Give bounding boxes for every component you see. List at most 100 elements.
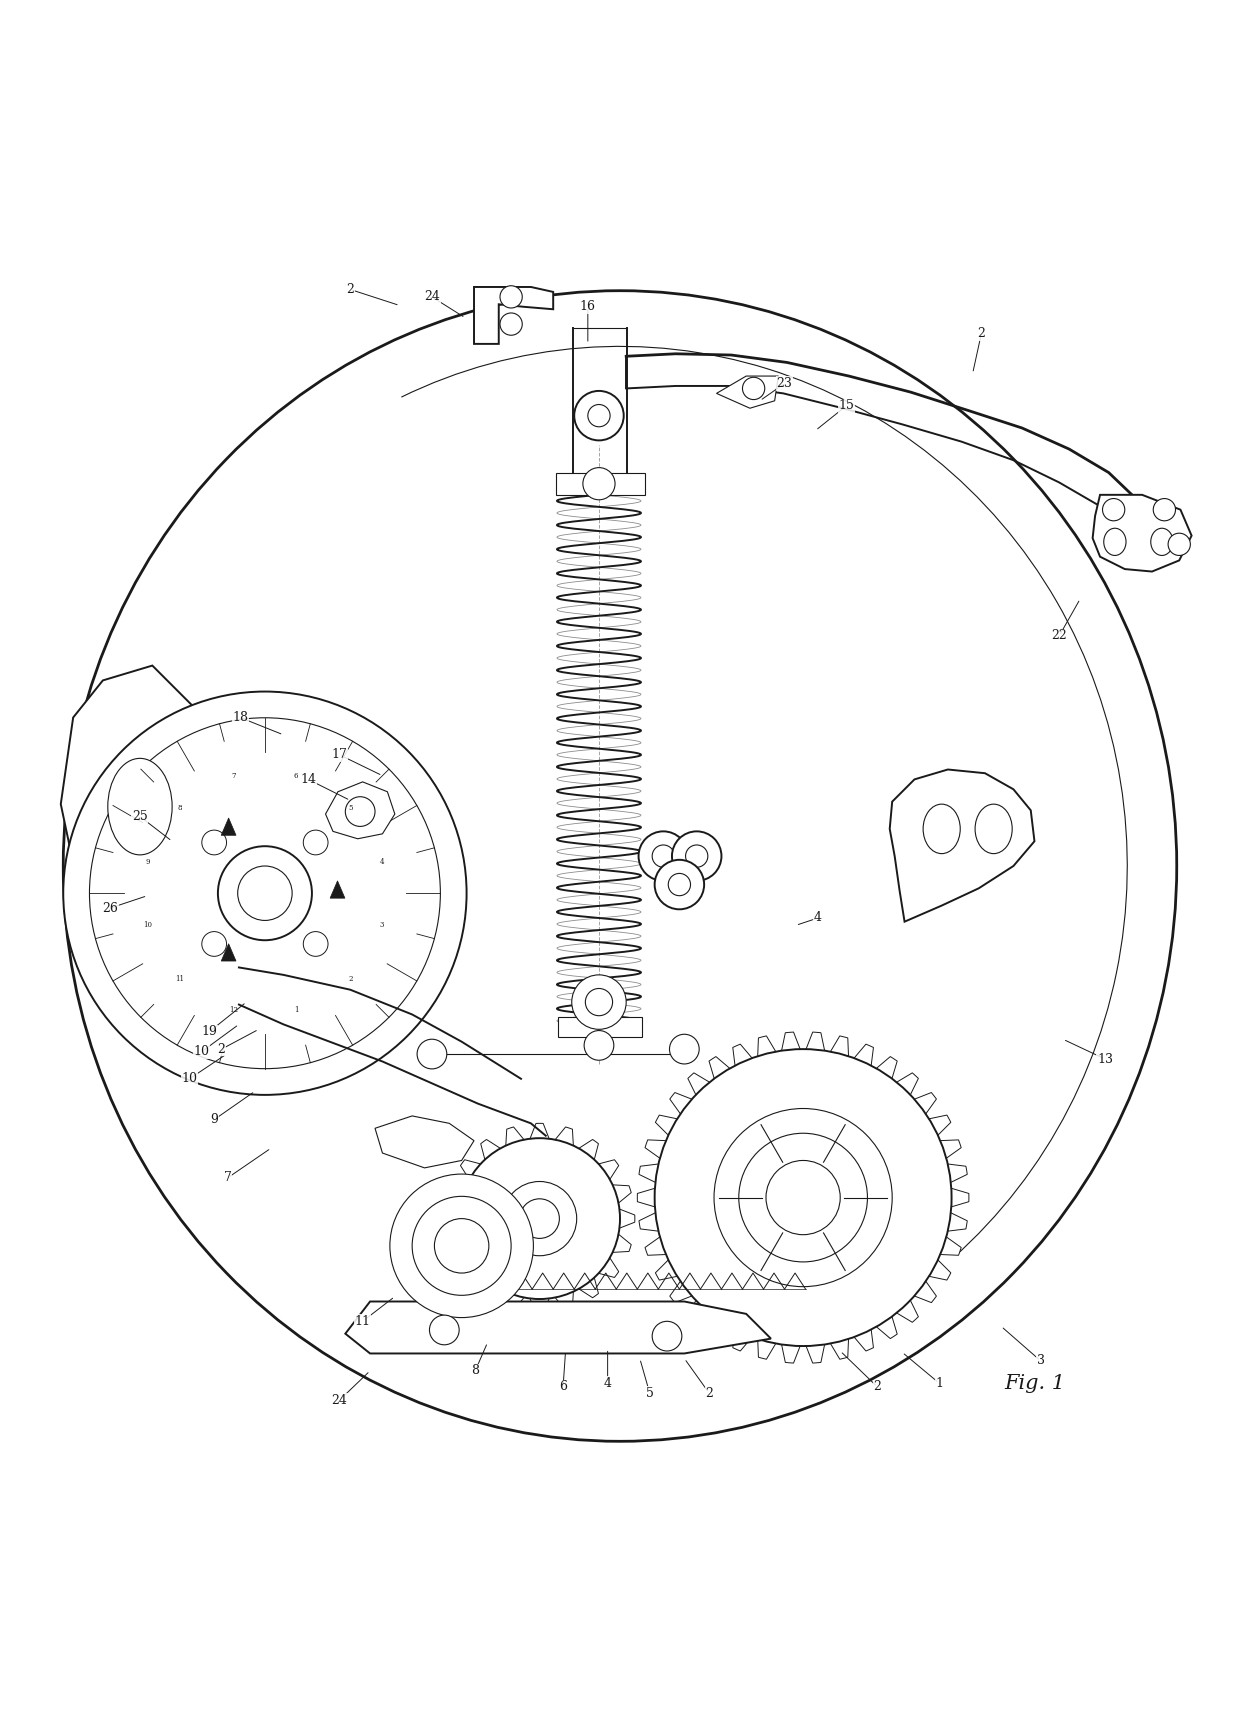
Text: 7: 7 bbox=[232, 772, 236, 781]
Circle shape bbox=[766, 1160, 841, 1235]
Circle shape bbox=[1102, 499, 1125, 521]
Circle shape bbox=[63, 691, 466, 1095]
Circle shape bbox=[655, 859, 704, 909]
Circle shape bbox=[588, 405, 610, 426]
Text: 2: 2 bbox=[706, 1387, 713, 1399]
Circle shape bbox=[672, 831, 722, 882]
Text: 12: 12 bbox=[229, 1006, 238, 1015]
Text: 11: 11 bbox=[355, 1315, 371, 1328]
Text: 24: 24 bbox=[331, 1394, 347, 1406]
Circle shape bbox=[389, 1174, 533, 1318]
Text: 10: 10 bbox=[181, 1072, 197, 1086]
Text: 2: 2 bbox=[346, 282, 355, 296]
Polygon shape bbox=[61, 665, 237, 992]
Polygon shape bbox=[558, 1017, 642, 1037]
Text: 4: 4 bbox=[813, 911, 822, 925]
Circle shape bbox=[714, 1108, 893, 1287]
Circle shape bbox=[739, 1133, 868, 1263]
Polygon shape bbox=[1092, 495, 1192, 572]
Text: 19: 19 bbox=[201, 1025, 217, 1037]
Ellipse shape bbox=[1151, 528, 1173, 556]
Text: 26: 26 bbox=[103, 902, 118, 914]
Text: 10: 10 bbox=[193, 1044, 210, 1058]
Polygon shape bbox=[330, 882, 345, 899]
Text: 18: 18 bbox=[232, 712, 248, 724]
Text: 4: 4 bbox=[604, 1377, 611, 1389]
Circle shape bbox=[202, 830, 227, 856]
Text: 14: 14 bbox=[300, 772, 316, 786]
Circle shape bbox=[668, 873, 691, 895]
Text: 17: 17 bbox=[331, 748, 347, 760]
Circle shape bbox=[89, 717, 440, 1069]
Polygon shape bbox=[326, 781, 394, 838]
Circle shape bbox=[652, 1322, 682, 1351]
Text: 1: 1 bbox=[935, 1377, 944, 1389]
Circle shape bbox=[1168, 533, 1190, 556]
Polygon shape bbox=[474, 288, 553, 345]
Text: 2: 2 bbox=[873, 1380, 882, 1393]
Circle shape bbox=[345, 797, 374, 826]
Circle shape bbox=[434, 1219, 489, 1273]
Text: 11: 11 bbox=[175, 975, 184, 982]
Polygon shape bbox=[345, 1301, 771, 1353]
Ellipse shape bbox=[1104, 528, 1126, 556]
Text: 9: 9 bbox=[146, 857, 150, 866]
Text: 23: 23 bbox=[776, 378, 792, 390]
Ellipse shape bbox=[975, 804, 1012, 854]
Circle shape bbox=[585, 989, 613, 1015]
Text: 3: 3 bbox=[379, 920, 384, 928]
Ellipse shape bbox=[63, 291, 1177, 1441]
Text: 10: 10 bbox=[144, 920, 153, 928]
Text: 4: 4 bbox=[379, 857, 384, 866]
Circle shape bbox=[429, 1315, 459, 1344]
Text: 8: 8 bbox=[471, 1365, 479, 1377]
Circle shape bbox=[417, 1039, 446, 1069]
Ellipse shape bbox=[923, 804, 960, 854]
Circle shape bbox=[572, 975, 626, 1029]
Polygon shape bbox=[221, 944, 236, 961]
Circle shape bbox=[743, 378, 765, 400]
Circle shape bbox=[583, 468, 615, 501]
Text: 3: 3 bbox=[1037, 1354, 1044, 1367]
Circle shape bbox=[202, 932, 227, 956]
Circle shape bbox=[1153, 499, 1176, 521]
Circle shape bbox=[520, 1199, 559, 1238]
Circle shape bbox=[502, 1181, 577, 1256]
Polygon shape bbox=[221, 818, 236, 835]
Circle shape bbox=[304, 932, 329, 956]
Polygon shape bbox=[374, 1115, 474, 1167]
Text: 5: 5 bbox=[646, 1387, 653, 1399]
Text: 5: 5 bbox=[348, 804, 352, 812]
Text: 13: 13 bbox=[1097, 1053, 1114, 1065]
Polygon shape bbox=[890, 769, 1034, 921]
Circle shape bbox=[686, 845, 708, 868]
Circle shape bbox=[304, 830, 329, 856]
Text: 6: 6 bbox=[559, 1380, 567, 1393]
Text: 6: 6 bbox=[294, 772, 299, 781]
Text: 15: 15 bbox=[838, 400, 854, 412]
Text: 7: 7 bbox=[224, 1171, 232, 1185]
Text: 22: 22 bbox=[1052, 629, 1068, 643]
Circle shape bbox=[500, 313, 522, 336]
Text: 2: 2 bbox=[348, 975, 352, 982]
Text: 2: 2 bbox=[218, 1043, 226, 1055]
Text: 25: 25 bbox=[133, 811, 148, 823]
Circle shape bbox=[652, 845, 675, 868]
Text: 8: 8 bbox=[177, 804, 181, 812]
Text: 1: 1 bbox=[294, 1006, 299, 1015]
Circle shape bbox=[412, 1197, 511, 1296]
Text: 2: 2 bbox=[977, 327, 986, 341]
Circle shape bbox=[500, 286, 522, 308]
Circle shape bbox=[238, 866, 293, 920]
Circle shape bbox=[218, 847, 312, 940]
Polygon shape bbox=[717, 376, 779, 409]
Circle shape bbox=[574, 391, 624, 440]
Text: 24: 24 bbox=[424, 291, 440, 303]
Circle shape bbox=[639, 831, 688, 882]
Text: 9: 9 bbox=[211, 1114, 218, 1126]
Circle shape bbox=[637, 1032, 968, 1363]
Circle shape bbox=[444, 1124, 635, 1315]
Ellipse shape bbox=[108, 759, 172, 856]
Circle shape bbox=[670, 1034, 699, 1063]
Circle shape bbox=[584, 1031, 614, 1060]
